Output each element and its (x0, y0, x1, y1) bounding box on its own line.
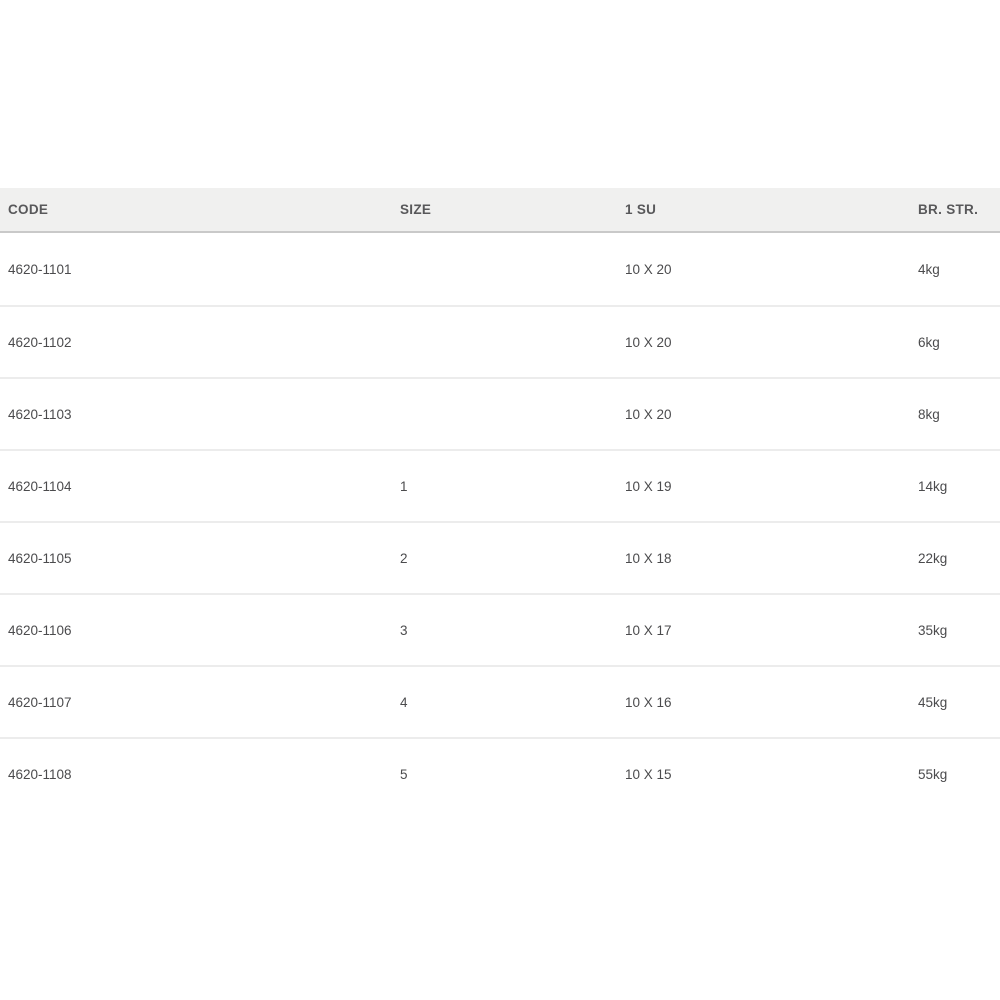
br-str-cell: 4kg (918, 261, 940, 277)
br-str-cell: 35kg (918, 622, 948, 638)
table-row: 4620-1103 10 X 20 8kg (0, 377, 1000, 449)
su-cell: 10 X 20 (625, 406, 672, 422)
table-row: 4620-1104 1 10 X 19 14kg (0, 449, 1000, 521)
table-row: 4620-1105 2 10 X 18 22kg (0, 521, 1000, 593)
su-cell: 10 X 16 (625, 694, 672, 710)
br-str-cell: 14kg (918, 478, 948, 494)
code-cell: 4620-1106 (8, 622, 72, 638)
table-row: 4620-1101 10 X 20 4kg (0, 233, 1000, 305)
code-cell: 4620-1101 (8, 261, 72, 277)
code-cell: 4620-1108 (8, 766, 72, 782)
size-cell: 3 (400, 622, 408, 638)
br-str-cell: 55kg (918, 766, 948, 782)
br-str-cell: 6kg (918, 334, 940, 350)
code-cell: 4620-1103 (8, 406, 72, 422)
code-cell: 4620-1104 (8, 478, 72, 494)
size-cell: 5 (400, 766, 408, 782)
column-header-code: CODE (8, 202, 49, 217)
table-header-row: CODE SIZE 1 SU BR. STR. (0, 188, 1000, 233)
su-cell: 10 X 17 (625, 622, 672, 638)
column-header-size: SIZE (400, 202, 432, 217)
column-header-1su: 1 SU (625, 202, 657, 217)
su-cell: 10 X 18 (625, 550, 672, 566)
code-cell: 4620-1102 (8, 334, 72, 350)
size-cell: 2 (400, 550, 408, 566)
su-cell: 10 X 20 (625, 334, 672, 350)
code-cell: 4620-1105 (8, 550, 72, 566)
table-row: 4620-1106 3 10 X 17 35kg (0, 593, 1000, 665)
su-cell: 10 X 20 (625, 261, 672, 277)
table-row: 4620-1107 4 10 X 16 45kg (0, 665, 1000, 737)
br-str-cell: 45kg (918, 694, 948, 710)
br-str-cell: 22kg (918, 550, 948, 566)
size-cell: 4 (400, 694, 408, 710)
table-row: 4620-1102 10 X 20 6kg (0, 305, 1000, 377)
su-cell: 10 X 19 (625, 478, 672, 494)
table-row: 4620-1108 5 10 X 15 55kg (0, 737, 1000, 809)
column-header-br-str: BR. STR. (918, 202, 979, 217)
size-cell: 1 (400, 478, 408, 494)
br-str-cell: 8kg (918, 406, 940, 422)
table-body: 4620-1101 10 X 20 4kg 4620-1102 10 X 20 … (0, 233, 1000, 809)
su-cell: 10 X 15 (625, 766, 672, 782)
product-spec-table: CODE SIZE 1 SU BR. STR. 4620-1101 10 X 2… (0, 188, 1000, 809)
code-cell: 4620-1107 (8, 694, 72, 710)
